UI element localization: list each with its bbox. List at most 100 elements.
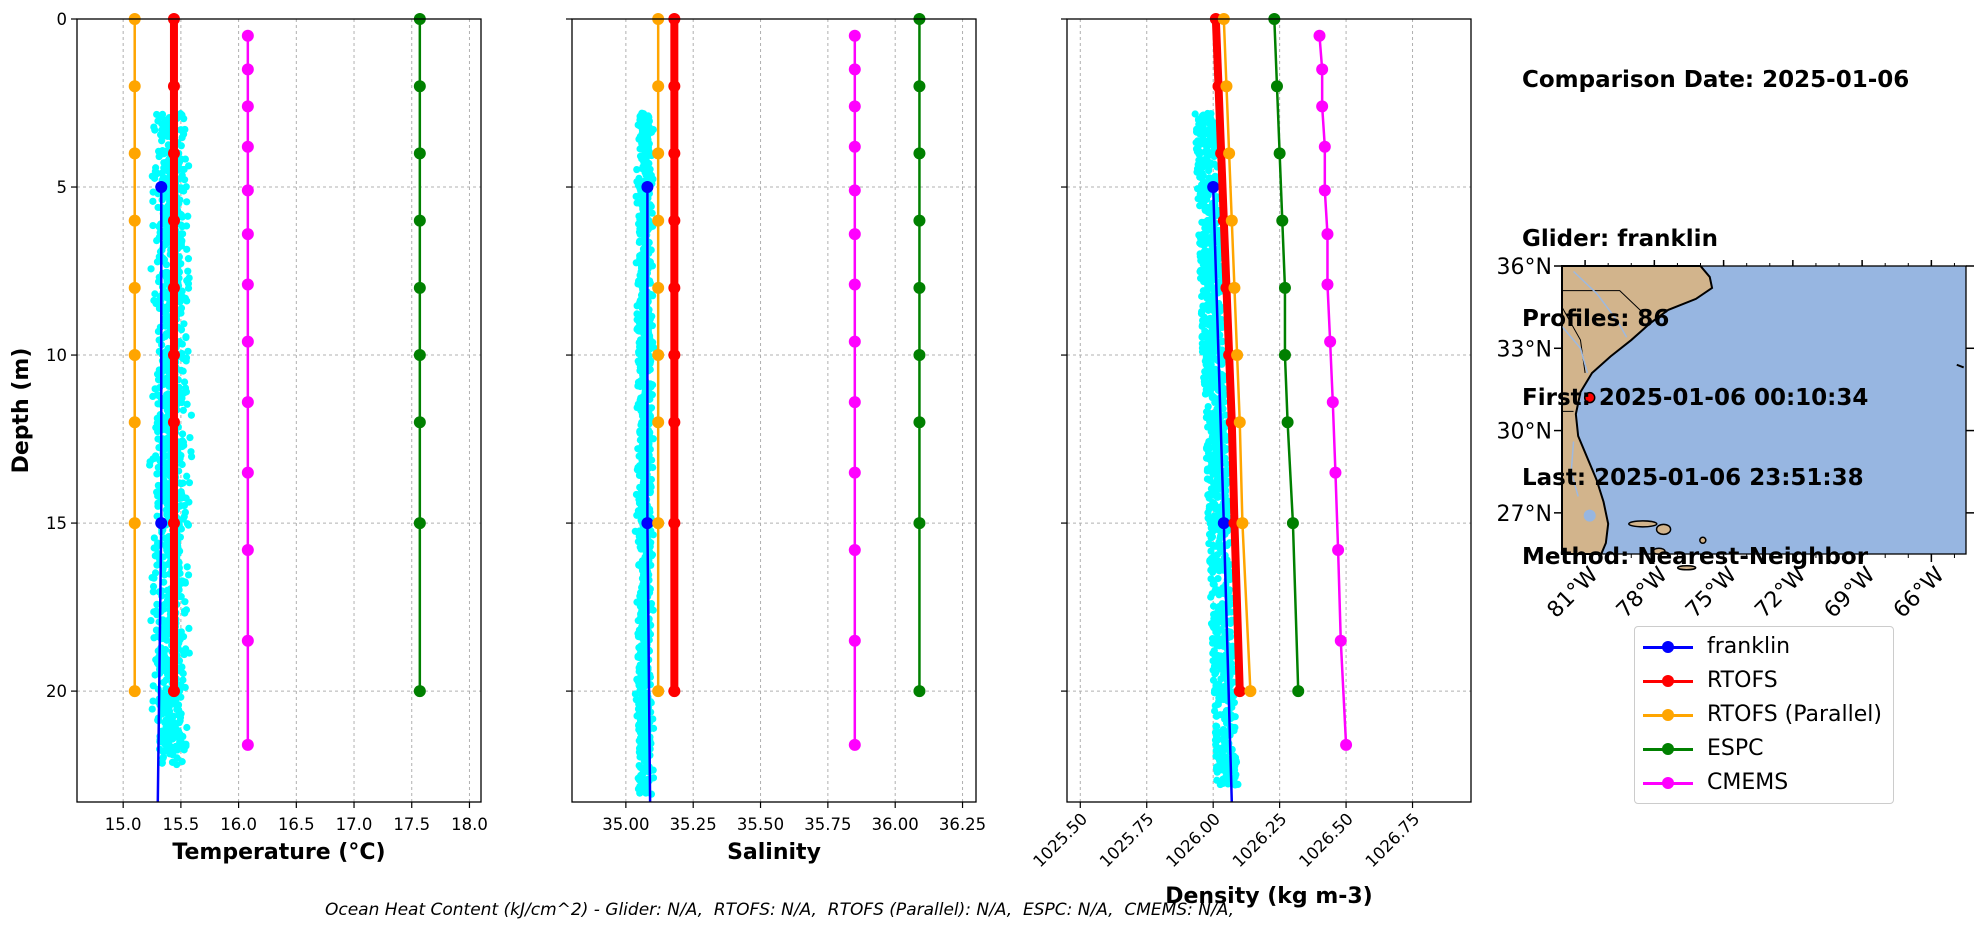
- glider-scatter-point: [180, 187, 188, 195]
- glider-scatter-point: [1212, 712, 1221, 720]
- glider-scatter-point: [637, 711, 645, 719]
- glider-scatter-point: [180, 165, 188, 174]
- glider-scatter-point: [1227, 660, 1236, 668]
- glider-scatter-point: [181, 508, 189, 516]
- x-tick-label: 35.50: [737, 815, 784, 834]
- glider-scatter-point: [187, 411, 195, 419]
- data-point: [848, 63, 861, 76]
- glider-scatter-point: [1198, 332, 1206, 340]
- glider-scatter-point: [1214, 729, 1222, 737]
- x-tick-label: 15.5: [163, 815, 200, 834]
- glider-scatter-point: [639, 205, 647, 213]
- glider-scatter-point: [177, 326, 186, 334]
- data-point: [241, 335, 254, 348]
- glider-scatter-point: [1215, 642, 1223, 650]
- glider-scatter-point: [1206, 140, 1214, 149]
- y-tick-label: 15: [46, 514, 67, 533]
- glider-scatter-point: [1223, 508, 1231, 516]
- glider-scatter-point: [639, 366, 647, 374]
- profile-panel-1: 15.0 15.5 16.0 16.5 17.0 17.5 18.0 0 5 10 15 20 Temp…: [9, 10, 488, 865]
- glider-scatter-point: [1199, 233, 1207, 242]
- glider-scatter-point: [183, 472, 191, 480]
- data-point: [652, 685, 665, 698]
- data-point: [668, 517, 681, 530]
- map-lat-label: 33°N: [1497, 337, 1552, 362]
- glider-scatter-point: [187, 448, 195, 456]
- data-point: [241, 228, 254, 241]
- glider-scatter-point: [635, 762, 643, 770]
- data-point: [1318, 140, 1331, 153]
- legend-marker: [1662, 641, 1674, 653]
- glider-scatter-point: [177, 693, 185, 701]
- legend-label: franklin: [1707, 634, 1791, 659]
- glider-scatter-point: [180, 176, 189, 184]
- data-point: [167, 80, 180, 93]
- glider-scatter-point: [151, 126, 159, 134]
- glider-scatter-point: [635, 776, 644, 784]
- glider-scatter-point: [149, 455, 157, 463]
- data-point: [241, 140, 254, 153]
- data-point: [1228, 281, 1241, 294]
- glider-scatter-point: [1198, 136, 1207, 144]
- map-lat-label: 30°N: [1497, 420, 1552, 445]
- glider-scatter-point: [647, 202, 655, 211]
- glider-scatter-point: [639, 418, 647, 426]
- x-tick-label: 1026.50: [1295, 809, 1357, 871]
- glider-scatter-point: [639, 319, 648, 327]
- data-point: [1244, 685, 1257, 698]
- glider-scatter-point: [1208, 354, 1216, 362]
- glider-scatter-point: [173, 746, 181, 754]
- legend-item-rtofs: RTOFS: [1635, 667, 1893, 695]
- glider-scatter-point: [162, 158, 170, 166]
- data-point: [668, 214, 681, 227]
- info-spacer: [1522, 147, 1909, 174]
- data-point: [241, 29, 254, 42]
- glider-scatter-point: [149, 588, 157, 596]
- glider-scatter-point: [1191, 110, 1199, 118]
- glider-scatter-point: [158, 728, 166, 736]
- data-point: [913, 416, 926, 429]
- glider-scatter-point: [180, 378, 189, 386]
- glider-scatter-point: [151, 174, 159, 182]
- data-point: [913, 349, 926, 362]
- glider-scatter-point: [1204, 514, 1212, 522]
- glider-scatter-point: [634, 678, 642, 686]
- data-point: [1340, 738, 1353, 751]
- bahamas-island: [1676, 564, 1697, 571]
- data-point: [1220, 80, 1233, 93]
- glider-scatter-point: [636, 451, 645, 459]
- glider-scatter-point: [178, 430, 187, 438]
- data-point: [128, 281, 141, 294]
- glider-scatter-point: [1198, 321, 1207, 329]
- glider-scatter-point: [1203, 362, 1211, 370]
- glider-scatter-point: [635, 644, 643, 652]
- glider-scatter-point: [158, 137, 166, 145]
- data-point: [241, 63, 254, 76]
- glider-scatter-point: [648, 341, 656, 349]
- glider-scatter-point: [177, 240, 185, 248]
- data-point: [167, 517, 180, 530]
- glider-scatter-point: [182, 222, 191, 230]
- glider-scatter-point: [649, 724, 658, 732]
- state-border: [1562, 290, 1644, 313]
- glider-scatter-point: [1209, 676, 1218, 684]
- data-point: [913, 147, 926, 160]
- glider-scatter-point: [163, 132, 171, 140]
- glider-scatter-point: [636, 653, 644, 662]
- glider-scatter-point: [176, 569, 184, 577]
- legend-marker: [1662, 675, 1674, 687]
- x-axis-label: Salinity: [727, 840, 821, 865]
- series-franklin: [155, 181, 168, 803]
- glider-scatter-point: [644, 120, 652, 128]
- glider-scatter-point: [1204, 491, 1213, 499]
- glider-scatter-point: [1210, 623, 1218, 632]
- legend-marker: [1662, 709, 1674, 721]
- profile-panel-3: 1025.50 1025.75 1026.00 1026.25 1026.50 1026.…: [1029, 13, 1472, 909]
- data-point: [652, 281, 665, 294]
- glider-scatter-point: [633, 325, 641, 333]
- glider-scatter-point: [183, 723, 191, 732]
- glider-scatter-point: [1209, 499, 1218, 507]
- data-point: [241, 466, 254, 479]
- data-point: [652, 416, 665, 429]
- glider-scatter-point: [1213, 405, 1221, 413]
